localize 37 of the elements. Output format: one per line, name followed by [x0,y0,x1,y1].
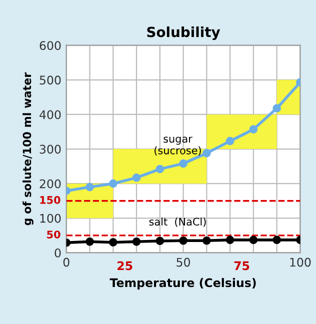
point [202,149,211,158]
point [272,236,281,244]
x-tick-label: 0 [63,258,70,267]
x-tick-label: 25 [118,261,132,270]
y-tick-label: 300 [40,144,61,154]
point [179,236,188,245]
point [86,182,94,192]
point [226,236,234,244]
series-label: sugar (sucrose) [154,136,201,156]
series-label: salt (NaCl) [149,218,206,227]
ref-line-label: 150 [40,196,60,204]
x-axis-title: Temperature (Celsius) [110,278,256,290]
point [272,104,281,112]
point [179,159,188,168]
y-tick-label: 200 [40,179,61,188]
x-tick-label: 50 [176,258,190,267]
point [156,236,164,246]
y-tick-label: 400 [40,110,61,120]
y-tick-label: 500 [40,76,61,85]
y-tick-label: 100 [40,214,61,223]
point [249,236,258,244]
point [249,125,258,134]
x-tick-label: 100 [290,258,311,267]
y-tick-label: 600 [40,41,61,50]
x-tick-label: 75 [234,261,250,270]
point [226,136,234,146]
point [202,236,211,245]
chart-title: Solubility [147,26,220,40]
point [132,174,141,182]
y-axis-title: g of solute/100 ml water [22,72,34,226]
point [156,164,164,174]
y-tick-label: 0 [54,248,61,258]
point [108,179,118,188]
point [132,237,141,246]
point [108,238,118,247]
point [86,237,94,246]
ref-line-label: 50 [47,230,60,238]
